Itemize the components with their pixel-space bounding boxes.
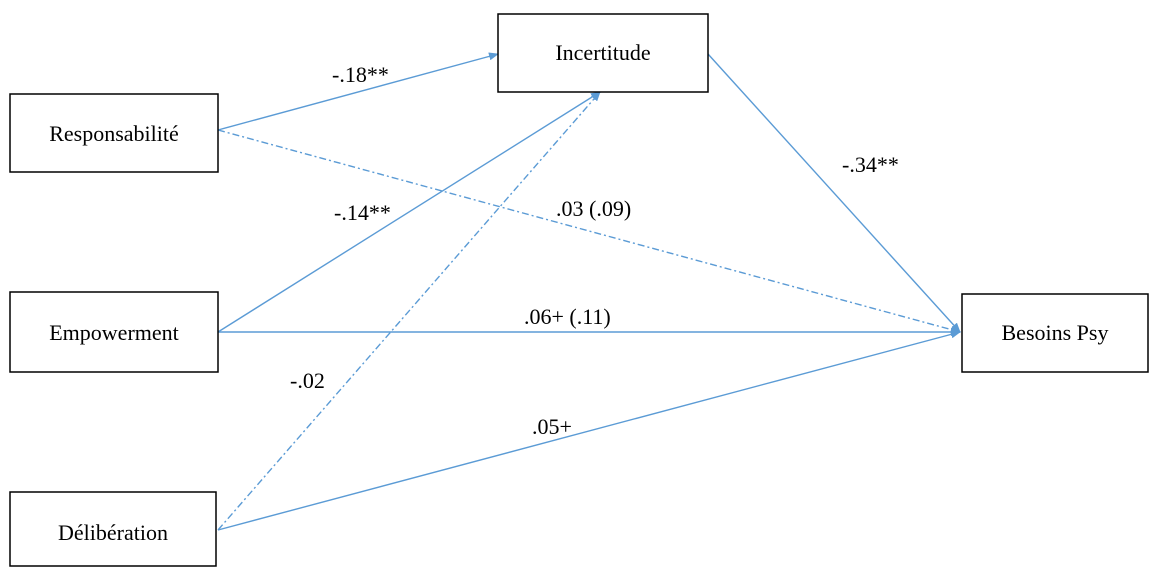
label-responsabilite-incertitude: -.18**: [332, 62, 389, 87]
label-responsabilite-besoins: .03 (.09): [556, 196, 631, 221]
node-besoins-psy-label: Besoins Psy: [1002, 320, 1109, 345]
edge-responsabilite-besoins: [217, 129, 961, 334]
node-empowerment-label: Empowerment: [49, 320, 179, 345]
edge-deliberation-incertitude: [217, 91, 601, 531]
node-incertitude: Incertitude: [497, 13, 709, 93]
edge-deliberation-besoins: [217, 330, 961, 531]
node-empowerment: Empowerment: [9, 291, 219, 373]
node-besoins-psy: Besoins Psy: [961, 293, 1149, 373]
node-incertitude-label: Incertitude: [555, 40, 650, 65]
edge-empowerment-incertitude: [217, 91, 601, 333]
edge-incertitude-besoins: [707, 53, 961, 333]
node-deliberation-label: Délibération: [58, 520, 168, 545]
node-responsabilite: Responsabilité: [9, 93, 219, 173]
label-incertitude-besoins: -.34**: [842, 152, 899, 177]
label-deliberation-besoins: .05+: [532, 414, 572, 439]
label-empowerment-incertitude: -.14**: [334, 200, 391, 225]
label-empowerment-besoins: .06+ (.11): [524, 304, 611, 329]
node-responsabilite-label: Responsabilité: [49, 121, 179, 146]
node-deliberation: Délibération: [9, 491, 217, 567]
label-deliberation-incertitude: -.02: [290, 368, 325, 393]
edge-responsabilite-incertitude: [217, 52, 499, 131]
